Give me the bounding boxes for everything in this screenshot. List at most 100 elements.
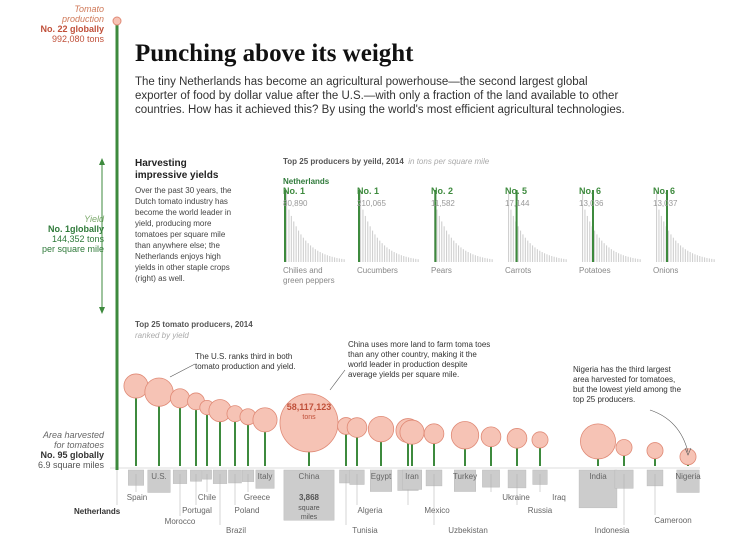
note-nigeria-arrow: [684, 447, 692, 456]
yield-bar: [334, 257, 336, 262]
country-label: Portugal: [182, 506, 212, 515]
yield-bar: [300, 234, 302, 262]
yield-panel-2: No. 2 11,582 Pears: [431, 186, 493, 275]
yield-bar: [410, 257, 412, 262]
yield-bar: [598, 237, 600, 262]
production-circle: [531, 431, 549, 449]
yield-bar: [403, 256, 405, 262]
yield-bar: [694, 254, 696, 262]
yield-bar-netherlands: [434, 190, 437, 262]
area-square: [147, 469, 171, 493]
country-label: Poland: [235, 506, 260, 515]
yield-chart-country: Netherlands: [283, 177, 330, 186]
yield-bar: [563, 258, 565, 262]
yield-chart-heading: Top 25 producers by yeild, 2014 in tons …: [283, 157, 490, 166]
yield-bar: [553, 256, 555, 262]
country-label: U.S.: [151, 472, 167, 481]
yield-bar: [360, 192, 362, 262]
yield-bar: [517, 226, 519, 262]
yield-bar: [601, 240, 603, 262]
yield-bar: [290, 215, 292, 262]
country-label: Spain: [127, 493, 147, 502]
yield-bar: [376, 237, 378, 262]
yield-crop-label: Carrots: [505, 266, 531, 275]
yield-bar: [701, 256, 703, 262]
yield-bar: [448, 234, 450, 262]
yield-bar: [391, 250, 393, 262]
yield-bar: [711, 258, 713, 262]
yield-bar: [586, 215, 588, 262]
yield-bar: [374, 234, 376, 262]
note-nigeria: Nigeria has the third largest area harve…: [573, 365, 682, 404]
yield-bar: [372, 230, 374, 262]
yield-bar: [699, 256, 701, 262]
yield-crop-label: Onions: [653, 266, 678, 275]
yield-value-label: 13,037: [653, 199, 678, 208]
yield-bar: [405, 256, 407, 262]
netherlands-production-dot: [112, 16, 122, 26]
production-circle: [480, 426, 502, 448]
yield-bar-netherlands: [515, 190, 518, 262]
country-label: Uzbekistan: [448, 526, 488, 535]
harvesting-text: Over the past 30 years, the Dutch tomato…: [135, 186, 232, 283]
country-label: Cameroon: [654, 516, 691, 525]
country-label: Greece: [244, 493, 271, 502]
yield-crop-label: Potatoes: [579, 266, 611, 275]
yield-value-label: 13,036: [579, 199, 604, 208]
yield-bar: [594, 230, 596, 262]
area-square: [283, 469, 335, 521]
yield-bar: [596, 234, 598, 262]
production-circle: [170, 388, 190, 409]
production-circle: [367, 415, 395, 443]
yield-bar: [556, 257, 558, 262]
yield-label: Yield No. 1globally 144,352 tons per squ…: [41, 214, 104, 254]
yield-bar: [627, 256, 629, 262]
yield-bar: [298, 230, 300, 262]
yield-value-label: 11,582: [431, 199, 455, 208]
yield-bar: [610, 249, 612, 262]
country-label: Ukraine: [502, 493, 530, 502]
tomato-chart-subheading: ranked by yield: [135, 331, 189, 340]
yield-panel-3: No. 5 17,144 Carrots: [505, 186, 567, 275]
yield-bar: [338, 258, 340, 262]
producer-nigeria: Nigeria: [675, 448, 701, 493]
note-us-pointer: [169, 363, 196, 378]
yield-rank-label: No. 1: [357, 186, 379, 196]
note-china: China uses more land to farm toma toes t…: [348, 340, 491, 379]
yield-bar: [307, 243, 309, 262]
yield-bar: [379, 240, 381, 262]
yield-bar-netherlands: [592, 190, 594, 262]
yield-bar: [670, 234, 672, 262]
note-nigeria-pointer: [649, 409, 689, 453]
producer-netherlands: Netherlands: [74, 470, 121, 516]
yield-bar: [343, 259, 345, 262]
area-square: [578, 469, 618, 509]
note-us: The U.S. ranks third in both tomato prod…: [195, 352, 296, 371]
yield-bar: [522, 234, 524, 262]
yield-bar: [329, 256, 331, 262]
production-circle: [506, 428, 528, 449]
yield-bar: [450, 237, 452, 262]
yield-bar: [491, 259, 493, 262]
production-circle: [423, 423, 445, 444]
area-square: [255, 469, 275, 489]
yield-bar: [331, 256, 333, 262]
production-circle: [123, 373, 149, 399]
yield-bar: [458, 245, 460, 262]
yield-bar: [544, 253, 546, 262]
yield-bar: [381, 243, 383, 262]
yield-arrow-down: [99, 307, 105, 314]
yield-bar: [656, 192, 658, 262]
yield-bar: [293, 221, 295, 262]
country-label: Netherlands: [74, 507, 121, 516]
country-label: Russia: [528, 506, 553, 515]
yield-bar: [548, 255, 550, 262]
yield-bar: [310, 245, 312, 262]
yield-bar: [477, 256, 479, 262]
yield-bar: [682, 247, 684, 262]
yield-bar: [510, 209, 512, 262]
yield-bar: [443, 226, 445, 262]
yield-bar: [603, 243, 605, 262]
yield-bar: [689, 252, 691, 262]
yield-bar: [364, 215, 366, 262]
